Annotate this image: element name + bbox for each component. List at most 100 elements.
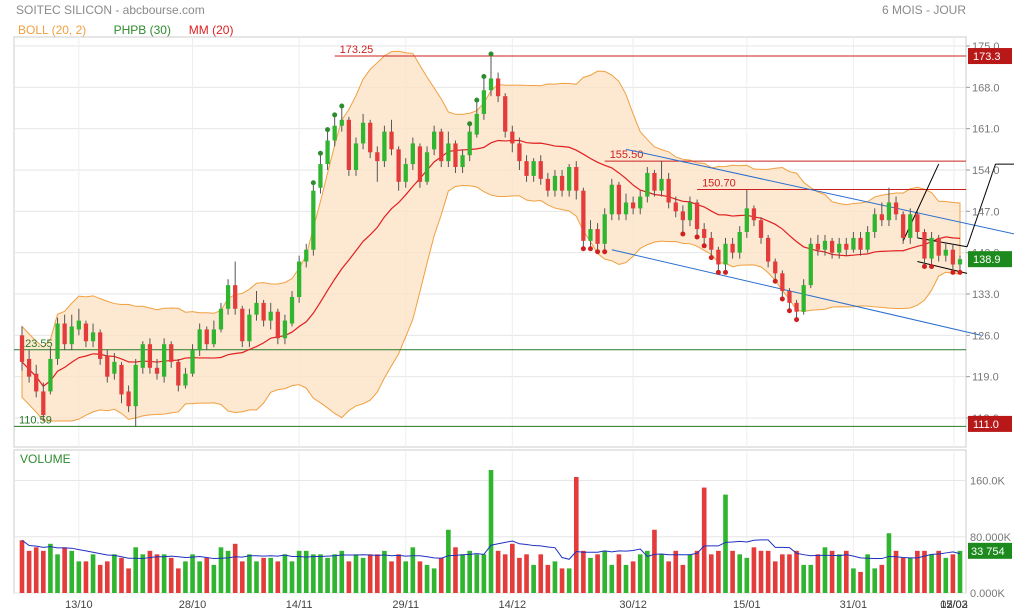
volume-bar xyxy=(751,547,757,593)
y-tick-label: 119.0 xyxy=(972,372,999,384)
candle-body xyxy=(481,90,487,114)
candle-body xyxy=(844,243,849,250)
level-label: 155.50 xyxy=(610,149,644,161)
volume-bar xyxy=(794,550,799,593)
candle-body xyxy=(609,184,614,215)
candle-body xyxy=(325,140,330,165)
volume-bar xyxy=(332,554,337,593)
volume-bar xyxy=(652,529,657,593)
channel-lower-line xyxy=(611,249,982,336)
volume-bar xyxy=(836,554,842,593)
candle-body xyxy=(893,202,899,215)
volume-bar xyxy=(730,550,735,593)
volume-bar xyxy=(403,561,409,593)
candle-body xyxy=(758,220,764,238)
low-marker xyxy=(950,269,956,275)
legend-item: BOLL (20, 2) xyxy=(18,23,86,37)
candle-body xyxy=(616,184,622,215)
y-tick-label: 161.0 xyxy=(972,124,1000,136)
candle-body xyxy=(382,131,387,162)
volume-bar xyxy=(680,564,686,593)
candle-body xyxy=(630,202,636,209)
candle-body xyxy=(211,329,216,345)
volume-bar xyxy=(950,554,956,593)
volume-bar xyxy=(801,564,806,593)
volume-bar xyxy=(19,540,25,593)
candle-body xyxy=(495,78,501,97)
phpb-marker xyxy=(339,103,345,109)
phpb-marker xyxy=(488,51,494,57)
candle-body xyxy=(133,364,138,407)
candle-body xyxy=(98,332,103,359)
legend: VOLUME BOLL (20, 2) PHPB (30) MM (20) xyxy=(18,23,233,466)
phpb-marker xyxy=(467,121,473,127)
low-marker xyxy=(708,255,714,261)
candle-body xyxy=(318,164,323,188)
candle-body xyxy=(282,320,288,339)
candle-body xyxy=(829,240,835,253)
candle-body xyxy=(432,131,437,150)
low-marker xyxy=(602,249,608,255)
candle-body xyxy=(851,237,856,250)
x-tick-label: 02/03 xyxy=(940,599,968,611)
volume-bar xyxy=(943,557,949,593)
volume-bar xyxy=(637,554,643,593)
candle-body xyxy=(808,243,813,286)
volume-bar xyxy=(453,547,458,593)
low-marker xyxy=(794,317,800,323)
volume-bar xyxy=(573,477,579,593)
volume-bar xyxy=(552,561,558,593)
candle-body xyxy=(34,373,39,392)
volume-bar xyxy=(602,550,608,593)
candle-body xyxy=(801,285,806,312)
volume-bar xyxy=(126,568,131,593)
candle-body xyxy=(872,214,877,232)
candle-body xyxy=(19,335,25,362)
low-marker xyxy=(694,234,700,240)
price-tag-label: 138.9 xyxy=(973,254,1001,266)
volume-bar xyxy=(517,557,522,593)
candle-body xyxy=(595,229,600,244)
volume-bar xyxy=(922,550,927,593)
volume-tag-label: 33 754 xyxy=(971,546,1005,558)
low-marker xyxy=(587,246,593,252)
candle-body xyxy=(510,131,515,144)
volume-bar xyxy=(339,550,345,593)
volume-bar xyxy=(723,494,728,593)
volume-bar xyxy=(865,554,870,593)
volume-bar xyxy=(673,550,679,593)
volume-bar xyxy=(886,533,892,593)
candle-body xyxy=(943,249,948,256)
candle-body xyxy=(723,243,728,265)
candle-body xyxy=(517,143,522,162)
candle-body xyxy=(161,344,167,377)
candle-body xyxy=(240,308,245,342)
volume-tick-label: 160.0K xyxy=(970,476,1006,488)
volume-bar xyxy=(303,550,309,593)
candle-body xyxy=(417,146,423,182)
volume-bar xyxy=(133,547,139,593)
candle-body xyxy=(531,161,536,176)
phpb-marker xyxy=(474,97,480,103)
up-arrow xyxy=(966,163,997,247)
volume-bar xyxy=(780,554,785,593)
candle-body xyxy=(702,229,707,238)
volume-bar xyxy=(758,550,764,593)
volume-bar xyxy=(69,550,75,593)
candle-body xyxy=(169,344,174,362)
candle-body xyxy=(815,243,821,250)
candle-body xyxy=(225,285,231,309)
x-tick-label: 29/11 xyxy=(392,599,419,611)
volume-bar xyxy=(595,554,600,593)
candle-body xyxy=(780,273,785,292)
volume-bar xyxy=(225,550,231,593)
price-tag-label: 173.3 xyxy=(973,51,1001,63)
volume-bar xyxy=(623,564,629,593)
candle-body xyxy=(41,391,46,416)
volume-bar xyxy=(353,554,359,593)
candle-body xyxy=(453,143,458,168)
volume-bar xyxy=(90,554,96,593)
volume-bar xyxy=(694,550,700,593)
volume-bar xyxy=(581,550,586,593)
phpb-marker xyxy=(332,112,338,118)
